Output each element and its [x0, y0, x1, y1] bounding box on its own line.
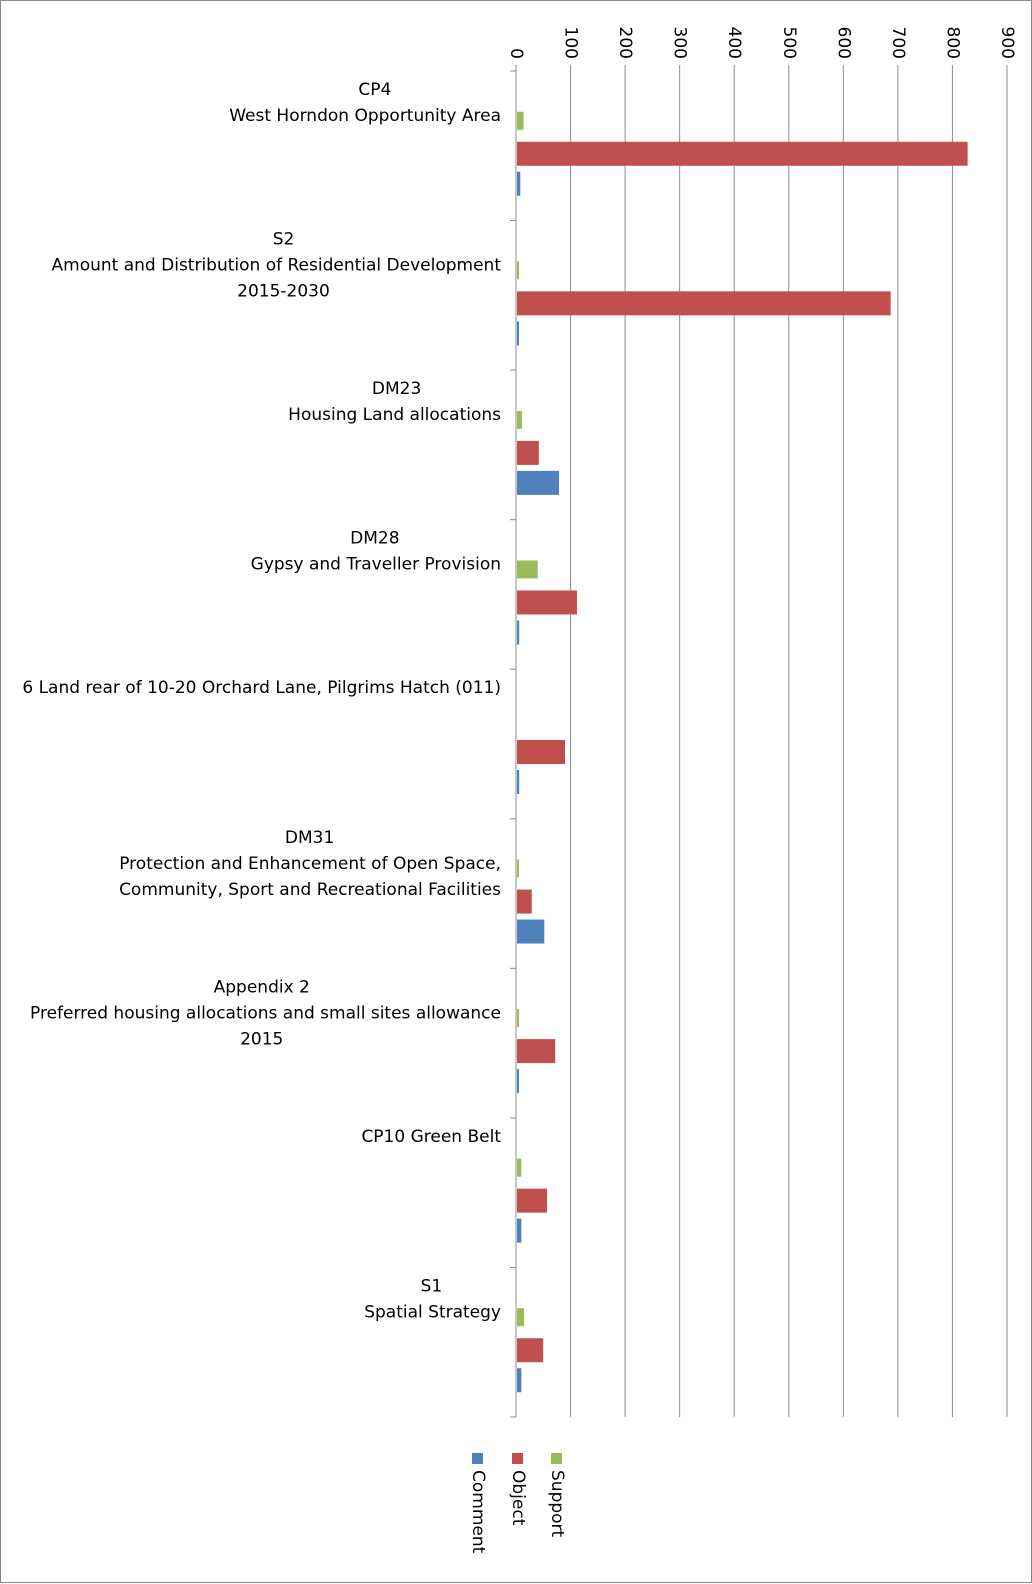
category-label: S2: [273, 230, 295, 250]
legend-label-object: Object: [508, 1470, 528, 1526]
bar-object: [517, 141, 968, 166]
bar-support: [517, 111, 524, 130]
bar-object: [517, 291, 891, 316]
legend-swatch-comment: [472, 1453, 483, 1464]
tick-label: 400: [724, 27, 744, 59]
tick-label: 300: [670, 27, 690, 59]
legend-swatch-support: [551, 1453, 562, 1464]
category-label: 6 Land rear of 10-20 Orchard Lane, Pilgr…: [22, 678, 501, 698]
category-label: Community, Sport and Recreational Facili…: [119, 880, 501, 900]
tick-label: 800: [942, 27, 962, 59]
tick-label: 600: [833, 27, 853, 59]
bar-comment: [517, 919, 545, 944]
category-label: DM23: [372, 379, 421, 399]
tick-label: 0: [506, 48, 526, 59]
category-label: Preferred housing allocations and small …: [30, 1003, 501, 1023]
category-label: Spatial Strategy: [364, 1302, 501, 1322]
bar-object: [517, 590, 578, 615]
tick-label: 700: [888, 27, 908, 59]
tick-label: 500: [779, 27, 799, 59]
value-axis: 0 100 200 300 400 500 600 700 800 900: [506, 27, 1017, 1418]
bar-comment: [517, 1218, 522, 1243]
bar-comment: [517, 770, 520, 794]
bar-object: [517, 1039, 556, 1064]
legend-swatch-object: [512, 1453, 523, 1464]
bar-comment: [517, 620, 520, 645]
bar-comment: [517, 171, 521, 196]
bar-comment: [517, 321, 519, 346]
bar-object: [517, 440, 539, 465]
gridlines: [570, 71, 1008, 1417]
bar-object: [517, 1188, 548, 1213]
tick-label: 100: [561, 27, 581, 59]
category-label: DM28: [350, 529, 399, 549]
bar-object: [517, 1338, 544, 1363]
bar-comment: [517, 1368, 522, 1393]
bar-support: [517, 560, 538, 579]
category-label: S1: [421, 1276, 443, 1296]
legend: Support Object Comment: [468, 1453, 567, 1554]
bar-comment: [517, 1069, 519, 1094]
category-label: West Horndon Opportunity Area: [229, 106, 501, 126]
bar-object: [517, 740, 566, 764]
category-label: Amount and Distribution of Residential D…: [52, 256, 502, 276]
category-labels: CP4 West Horndon Opportunity Area S2 Amount…: [22, 80, 501, 1322]
bar-support: [517, 410, 522, 429]
category-label: DM31: [285, 828, 334, 848]
category-label: CP10 Green Belt: [361, 1127, 501, 1147]
bar-support: [517, 859, 519, 878]
category-label: Protection and Enhancement of Open Space…: [119, 854, 501, 874]
category-label: 2015: [240, 1029, 283, 1049]
bars: [517, 111, 968, 1393]
bar-support: [517, 1009, 519, 1028]
bar-support: [517, 1308, 525, 1327]
tick-label: 900: [997, 27, 1017, 59]
legend-label-support: Support: [547, 1470, 567, 1538]
category-label: 2015-2030: [237, 282, 330, 302]
category-label: CP4: [358, 80, 391, 100]
bar-support: [517, 261, 519, 280]
bar-support: [517, 1158, 522, 1177]
category-label: Appendix 2: [214, 977, 310, 997]
category-label: Gypsy and Traveller Provision: [251, 555, 501, 575]
legend-label-comment: Comment: [468, 1470, 488, 1554]
tick-label: 200: [615, 27, 635, 59]
bar-comment: [517, 470, 560, 495]
category-label: Housing Land allocations: [288, 405, 501, 425]
bar-object: [517, 889, 532, 914]
